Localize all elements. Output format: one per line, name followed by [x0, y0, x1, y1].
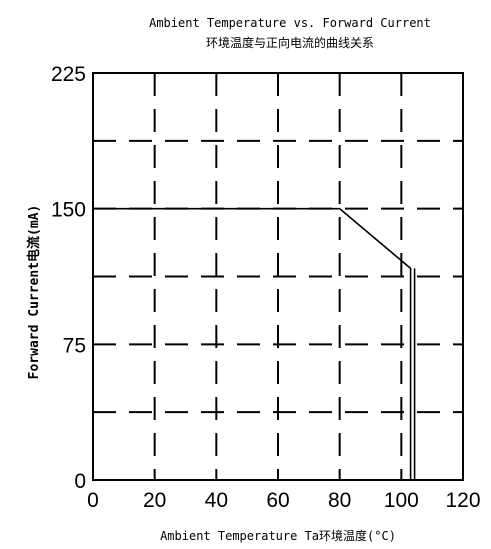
y-tick-label: 225: [51, 63, 86, 86]
y-axis-label: Forward Current电流(mA): [26, 205, 42, 380]
y-tick-label: 150: [51, 199, 86, 222]
x-axis-label: Ambient Temperature Ta环境温度(°C): [160, 528, 396, 543]
x-tick-label: 0: [87, 489, 99, 512]
y-tick-label: 75: [63, 334, 86, 357]
x-tick-label: 120: [445, 489, 480, 512]
chart-subtitle: 环境温度与正向电流的曲线关系: [206, 35, 374, 50]
tick-labels: 0 20 40 60 80 100 120 0 75 150 225: [51, 63, 481, 512]
x-tick-label: 80: [328, 489, 351, 512]
y-tick-label: 0: [74, 470, 86, 493]
grid-lines: [93, 73, 463, 480]
x-tick-label: 60: [266, 489, 289, 512]
x-tick-label: 20: [143, 489, 166, 512]
x-tick-label: 40: [205, 489, 228, 512]
chart-title: Ambient Temperature vs. Forward Current: [149, 16, 431, 30]
x-tick-label: 100: [384, 489, 419, 512]
